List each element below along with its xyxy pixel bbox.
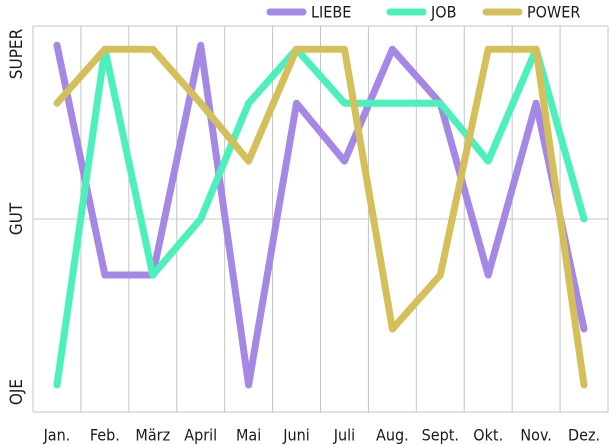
x-tick-label: Nov.: [520, 426, 551, 444]
x-tick-label: April: [184, 426, 217, 444]
x-tick-label: Jan.: [43, 426, 71, 444]
x-tick-label: Mai: [236, 426, 261, 444]
x-tick-label: Feb.: [90, 426, 120, 444]
y-tick-label-oje: OJE: [7, 379, 27, 405]
legend-label-liebe: LIEBE: [311, 3, 351, 22]
series-line-power: [53, 45, 588, 389]
x-tick-label: März: [135, 426, 170, 444]
chart-series-lines: [53, 41, 588, 389]
series-line-liebe: [53, 41, 588, 389]
x-tick-labels: Jan. Feb. März April Mai Juni Juli Aug. Sept. Okt…: [43, 426, 601, 444]
x-tick-label: Aug.: [376, 426, 409, 444]
legend-label-power: POWER: [527, 3, 580, 22]
x-tick-label: Juni: [282, 426, 310, 444]
legend-label-job: JOB: [430, 3, 456, 22]
series-line-job: [53, 45, 588, 389]
y-tick-labels: OJE GUT SUPER: [7, 28, 27, 405]
legend: LIEBE JOB POWER: [266, 3, 580, 22]
x-tick-label: Sept.: [422, 426, 459, 444]
x-tick-label: Dez.: [568, 426, 600, 444]
x-tick-label: Juli: [333, 426, 355, 444]
y-tick-label-gut: GUT: [7, 202, 27, 235]
x-tick-label: Okt.: [473, 426, 503, 444]
y-tick-label-super: SUPER: [7, 28, 27, 79]
